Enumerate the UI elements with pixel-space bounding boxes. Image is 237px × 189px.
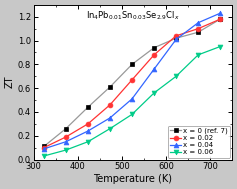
x = 0.06 (131, 113, 133, 115)
x = 0.06 (153, 92, 155, 94)
x = 0.02 (131, 79, 133, 81)
x = 0.02 (153, 54, 155, 56)
Line: x = 0.04: x = 0.04 (41, 11, 223, 151)
x = 0 (ref. 7) (131, 63, 133, 66)
x = 0.06 (219, 45, 222, 48)
Text: In$_4$Pb$_{0.01}$Sn$_{0.03}$Se$_{2.9}$Cl$_x$: In$_4$Pb$_{0.01}$Sn$_{0.03}$Se$_{2.9}$Cl… (86, 9, 180, 22)
x = 0.06 (87, 141, 89, 143)
x = 0.02 (197, 28, 200, 30)
x = 0.06 (197, 54, 200, 56)
x = 0.04 (109, 117, 111, 119)
X-axis label: Temperature (K): Temperature (K) (93, 174, 172, 184)
x = 0 (ref. 7) (153, 46, 155, 49)
Y-axis label: ZT: ZT (5, 76, 15, 88)
Legend: x = 0 (ref. 7), x = 0.02, x = 0.04, x = 0.06: x = 0 (ref. 7), x = 0.02, x = 0.04, x = … (168, 126, 230, 157)
x = 0.02 (64, 136, 67, 138)
x = 0.06 (109, 128, 111, 130)
x = 0.04 (42, 148, 45, 150)
x = 0 (ref. 7) (42, 145, 45, 148)
x = 0.06 (42, 155, 45, 157)
x = 0.06 (175, 75, 178, 77)
Line: x = 0.02: x = 0.02 (41, 17, 223, 150)
x = 0.04 (64, 141, 67, 143)
x = 0.04 (197, 22, 200, 24)
x = 0.06 (64, 149, 67, 151)
x = 0.02 (175, 35, 178, 37)
Line: x = 0 (ref. 7): x = 0 (ref. 7) (41, 17, 223, 149)
x = 0 (ref. 7) (219, 18, 222, 20)
x = 0 (ref. 7) (175, 37, 178, 39)
x = 0.02 (87, 123, 89, 125)
x = 0.04 (219, 12, 222, 14)
x = 0.04 (175, 38, 178, 40)
x = 0.04 (131, 98, 133, 100)
x = 0.02 (219, 18, 222, 20)
x = 0.04 (153, 68, 155, 70)
x = 0 (ref. 7) (109, 86, 111, 88)
x = 0 (ref. 7) (197, 31, 200, 33)
Line: x = 0.06: x = 0.06 (41, 44, 223, 158)
x = 0.02 (42, 146, 45, 149)
x = 0 (ref. 7) (64, 128, 67, 130)
x = 0.04 (87, 130, 89, 132)
x = 0.02 (109, 104, 111, 106)
x = 0 (ref. 7) (87, 106, 89, 108)
